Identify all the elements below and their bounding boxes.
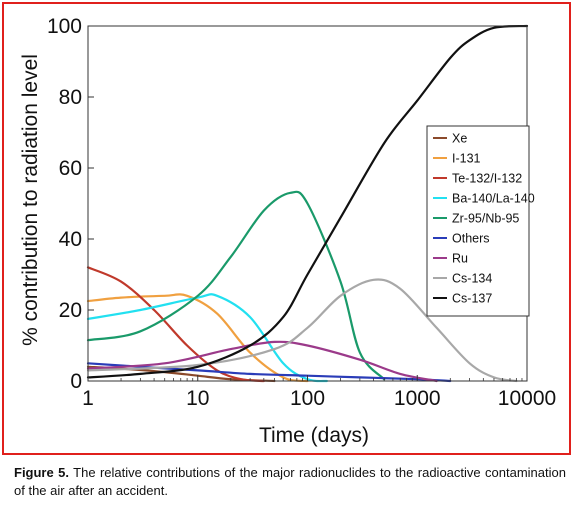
series-line-others bbox=[86, 362, 452, 383]
legend-entry: Cs-134 bbox=[452, 272, 492, 286]
series-line-i-131 bbox=[86, 293, 309, 383]
series-line-cs-137 bbox=[86, 24, 529, 379]
x-tick-label: 10 bbox=[186, 387, 209, 410]
x-tick-label: 10000 bbox=[498, 387, 556, 410]
series-line-ru bbox=[86, 340, 438, 383]
legend-entry: Cs-137 bbox=[452, 292, 492, 306]
y-tick-label: 100 bbox=[47, 15, 82, 38]
x-axis-label: Time (days) bbox=[259, 424, 369, 447]
x-tick-label: 100 bbox=[290, 387, 325, 410]
legend-entry: Ru bbox=[452, 252, 468, 266]
series-line-te-132-i-132 bbox=[86, 266, 265, 383]
legend-entry: Ba-140/La-140 bbox=[452, 192, 535, 206]
y-tick-label: 80 bbox=[59, 86, 82, 109]
legend-entry: Xe bbox=[452, 132, 467, 146]
figure-frame: 0 20 40 60 80 100 1 10 100 1000 10000 Xe I-131 Te-13… bbox=[2, 2, 571, 455]
figure-caption: Figure 5. The relative contributions of … bbox=[14, 464, 566, 500]
y-tick-label: 60 bbox=[59, 157, 82, 180]
caption-label: Figure 5. bbox=[14, 465, 69, 480]
series-line-ba-140-la-140 bbox=[86, 293, 328, 383]
y-axis-label: % contribution to radiation level bbox=[19, 54, 42, 346]
legend-entry: Others bbox=[452, 232, 490, 246]
line-chart: 0 20 40 60 80 100 1 10 100 1000 10000 Xe I-131 Te-13… bbox=[19, 15, 556, 447]
y-tick-label: 20 bbox=[59, 299, 82, 322]
caption-text: The relative contributions of the major … bbox=[14, 465, 566, 498]
series-line-cs-134 bbox=[86, 278, 518, 383]
x-tick-label: 1 bbox=[82, 387, 94, 410]
legend-entry: Te-132/I-132 bbox=[452, 172, 522, 186]
y-tick-label: 40 bbox=[59, 228, 82, 251]
legend-entry: Zr-95/Nb-95 bbox=[452, 212, 519, 226]
x-tick-label: 1000 bbox=[394, 387, 441, 410]
y-tick-label: 0 bbox=[70, 370, 82, 393]
series-line-zr-95-nb-95 bbox=[86, 190, 386, 381]
legend-entry: I-131 bbox=[452, 152, 481, 166]
